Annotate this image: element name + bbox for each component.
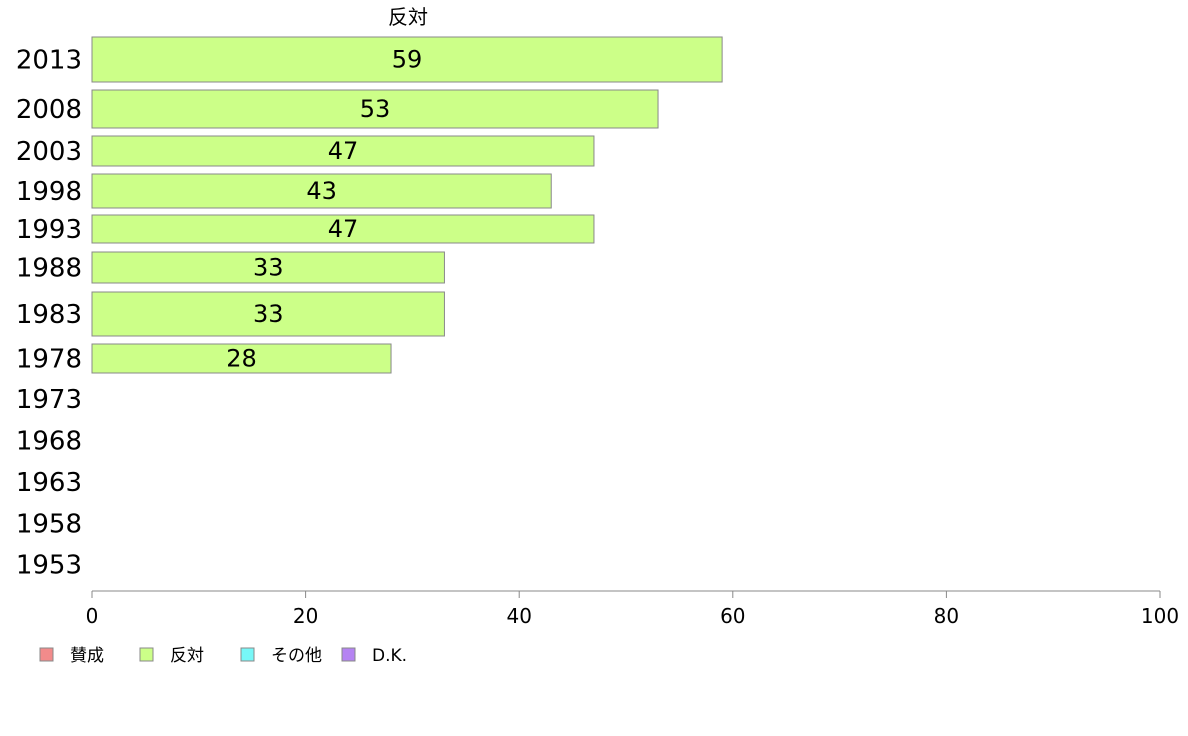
legend-label-2: その他 — [271, 646, 322, 666]
x-tick-label-100: 100 — [1141, 604, 1179, 628]
data-label-2003: 47 — [328, 137, 359, 165]
legend-label-1: 反対 — [170, 646, 204, 666]
y-tick-label-1983: 1983 — [16, 300, 82, 330]
x-tick-label-80: 80 — [934, 604, 959, 628]
legend-swatch-3 — [341, 647, 356, 662]
x-tick-label-60: 60 — [720, 604, 745, 628]
y-tick-label-2008: 2008 — [16, 95, 82, 125]
data-label-2013: 59 — [392, 46, 423, 74]
legend-label-3: D.K. — [372, 646, 407, 666]
legend-swatch-2 — [240, 647, 255, 662]
data-label-1978: 28 — [226, 345, 257, 373]
bar-2013 — [91, 36, 723, 83]
bar-1993 — [91, 214, 595, 244]
bar-1988 — [91, 251, 445, 284]
bar-1998 — [91, 173, 552, 209]
bar-2003 — [91, 135, 595, 167]
x-tick-label-20: 20 — [293, 604, 318, 628]
x-tick-label-0: 0 — [86, 604, 99, 628]
data-label-1983: 33 — [253, 300, 284, 328]
data-label-1988: 33 — [253, 254, 284, 282]
bar-1983 — [91, 291, 445, 337]
data-label-1993: 47 — [328, 215, 359, 243]
y-tick-label-1978: 1978 — [16, 345, 82, 375]
y-tick-label-1973: 1973 — [16, 385, 82, 415]
y-tick-label-1963: 1963 — [16, 468, 82, 498]
y-tick-label-1953: 1953 — [16, 551, 82, 581]
data-label-2008: 53 — [360, 95, 391, 123]
y-tick-label-1958: 1958 — [16, 510, 82, 540]
chart-title: 反対 — [388, 5, 428, 29]
y-tick-label-2003: 2003 — [16, 137, 82, 167]
legend-swatch-1 — [139, 647, 154, 662]
y-tick-label-1993: 1993 — [16, 215, 82, 245]
y-tick-label-2013: 2013 — [16, 46, 82, 76]
bar-2008 — [91, 89, 659, 129]
x-tick-label-40: 40 — [506, 604, 531, 628]
legend-label-0: 賛成 — [70, 646, 104, 666]
y-tick-label-1968: 1968 — [16, 427, 82, 457]
legend-swatch-0 — [39, 647, 54, 662]
y-tick-label-1988: 1988 — [16, 254, 82, 284]
bar-1978 — [91, 343, 392, 374]
y-tick-label-1998: 1998 — [16, 177, 82, 207]
data-label-1998: 43 — [306, 177, 337, 205]
